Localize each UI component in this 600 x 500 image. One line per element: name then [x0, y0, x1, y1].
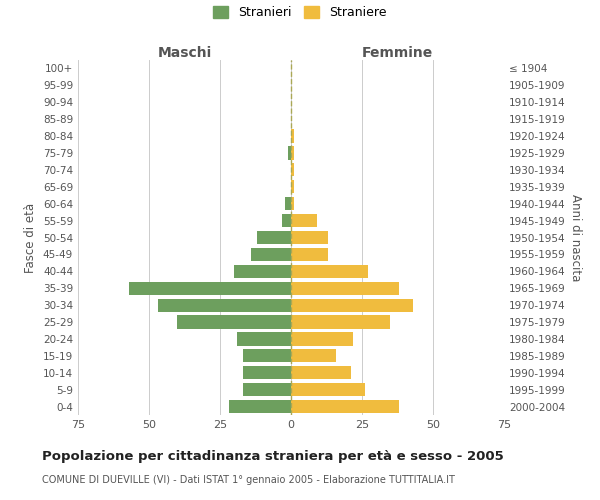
Bar	[251, 248, 291, 261]
Bar	[178, 316, 291, 328]
Bar	[291, 366, 350, 380]
Bar	[291, 282, 399, 295]
Bar	[291, 332, 353, 345]
Bar	[291, 197, 294, 210]
Bar	[288, 146, 291, 160]
Bar	[257, 231, 291, 244]
Bar	[129, 282, 291, 295]
Bar	[243, 383, 291, 396]
Bar	[291, 298, 413, 312]
Bar	[291, 164, 294, 176]
Bar	[158, 298, 291, 312]
Bar	[291, 231, 328, 244]
Bar	[291, 316, 391, 328]
Bar	[291, 248, 328, 261]
Bar	[291, 146, 294, 160]
Bar	[283, 214, 291, 227]
Bar	[243, 366, 291, 380]
Text: Maschi: Maschi	[157, 46, 212, 60]
Legend: Stranieri, Straniere: Stranieri, Straniere	[208, 1, 392, 24]
Bar	[243, 349, 291, 362]
Bar	[291, 400, 399, 413]
Bar	[291, 349, 337, 362]
Y-axis label: Fasce di età: Fasce di età	[25, 202, 37, 272]
Bar	[286, 197, 291, 210]
Bar	[234, 264, 291, 278]
Bar	[291, 383, 365, 396]
Bar	[229, 400, 291, 413]
Text: Popolazione per cittadinanza straniera per età e sesso - 2005: Popolazione per cittadinanza straniera p…	[42, 450, 504, 463]
Y-axis label: Anni di nascita: Anni di nascita	[569, 194, 582, 281]
Bar	[291, 180, 294, 194]
Text: COMUNE DI DUEVILLE (VI) - Dati ISTAT 1° gennaio 2005 - Elaborazione TUTTITALIA.I: COMUNE DI DUEVILLE (VI) - Dati ISTAT 1° …	[42, 475, 455, 485]
Text: Femmine: Femmine	[362, 46, 433, 60]
Bar	[291, 264, 368, 278]
Bar	[291, 214, 317, 227]
Bar	[237, 332, 291, 345]
Bar	[291, 130, 294, 142]
